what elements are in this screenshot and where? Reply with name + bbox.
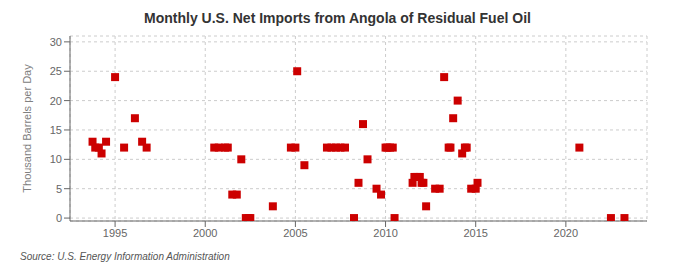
- html-text:Monthly U.S. Net Imports from: Monthly U.S. Net Imports from Angola of …: [144, 10, 531, 26]
- html-text:Source: U.S. Energy Informatio: Source: U.S. Energy Information Administ…: [20, 251, 230, 262]
- svg-text:2020: 2020: [554, 227, 578, 239]
- svg-text:2005: 2005: [283, 227, 307, 239]
- svg-text:10: 10: [50, 153, 62, 165]
- svg-text:30: 30: [50, 36, 62, 48]
- svg-text:5: 5: [56, 183, 62, 195]
- svg-text:1995: 1995: [103, 227, 127, 239]
- svg-text:25: 25: [50, 65, 62, 77]
- svg-text:2000: 2000: [193, 227, 217, 239]
- svg-text:2010: 2010: [373, 227, 397, 239]
- svg-text:Thousand Barrels per Day: Thousand Barrels per Day: [21, 64, 33, 193]
- svg-text:0: 0: [56, 212, 62, 224]
- svg-text:2015: 2015: [463, 227, 487, 239]
- svg-text:15: 15: [50, 124, 62, 136]
- svg-text:20: 20: [50, 95, 62, 107]
